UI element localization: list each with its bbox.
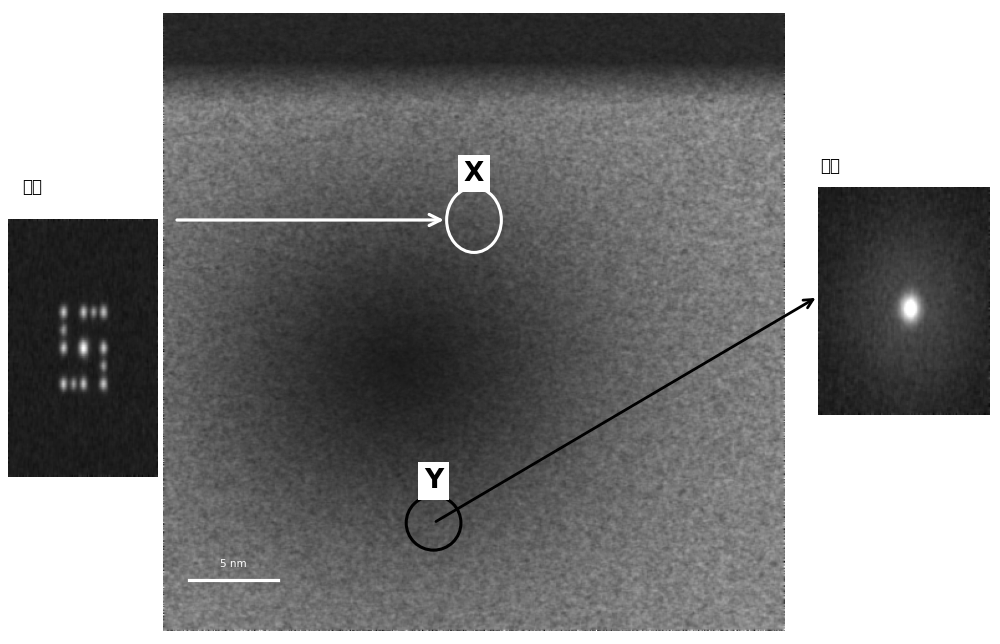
- Text: 5 nm: 5 nm: [220, 560, 247, 569]
- Text: X: X: [464, 160, 484, 187]
- Text: 微晶: 微晶: [22, 178, 42, 196]
- Text: 非晶: 非晶: [820, 157, 840, 175]
- Text: Y: Y: [424, 468, 443, 494]
